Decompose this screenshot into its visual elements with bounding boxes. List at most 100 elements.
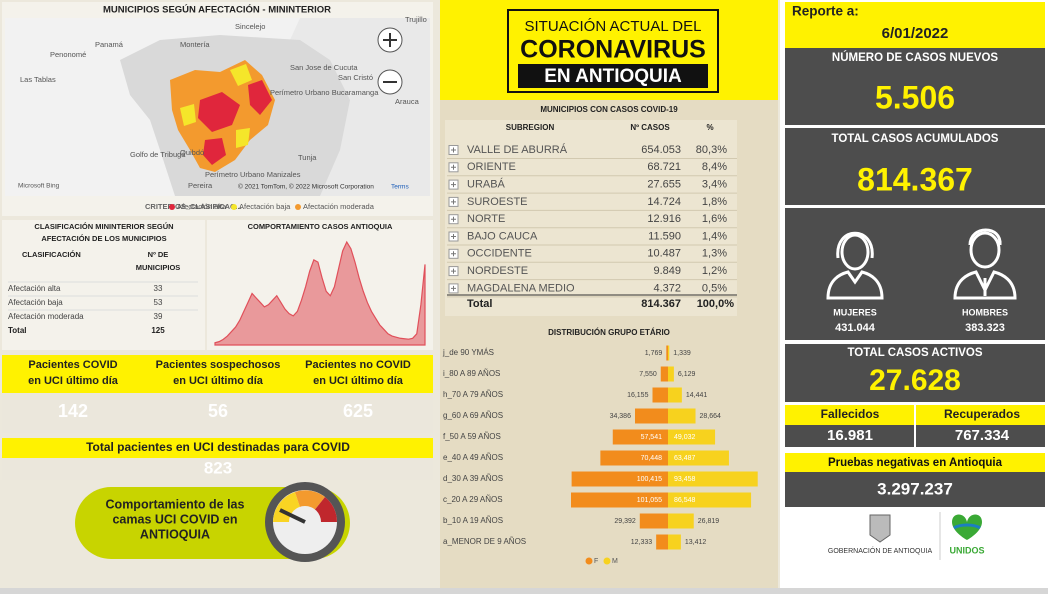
map-place: Montería [180,40,210,49]
map-place: Golfo de Tribugá [130,150,186,159]
value-label: 101,055 [637,497,662,504]
category-label: j_de 90 YMÁS [442,348,494,357]
value-label: 29,392 [614,518,636,525]
map-place: Las Tablas [20,75,56,84]
legend-label: Afectación moderada [303,202,375,211]
bar [600,450,668,466]
table-cell: URABÁ [467,178,506,191]
value-label: 6,129 [678,371,696,378]
column-header: Nº DE [148,250,169,259]
banner-line: SITUACIÓN ACTUAL DEL [525,18,702,35]
button-label: camas UCI COVID en [112,512,237,526]
banner-band [518,64,708,88]
column-header: % [706,123,713,132]
report-date: 6/01/2022 [882,25,949,42]
map-place: Arauca [395,97,420,106]
table-title: AFECTACIÓN DE LOS MUNICIPIOS [41,234,166,243]
value-label: 100,415 [637,476,662,483]
map-attribution: © 2021 TomTom, © 2022 Microsoft Corporat… [238,183,374,191]
value-label: 28,664 [700,413,722,420]
value-label: 34,386 [610,413,632,420]
value-label: 13,412 [685,539,707,546]
kpi-active: 27.628 [869,364,961,397]
bar [668,408,696,424]
table-cell: 10.487 [647,248,681,260]
table-cell: 27.655 [647,179,681,191]
value-label: 1,769 [645,350,663,357]
map-place: Quibdó [180,148,204,157]
legend-swatch [295,204,301,210]
women-icon [826,231,884,300]
table-cell: Afectación moderada [8,312,84,321]
map-place: San Jose de Cucuta [290,63,358,72]
bar [571,492,668,508]
uci-total-label: Total pacientes en UCI destinadas para C… [86,440,350,454]
table-cell: 39 [154,312,163,321]
kpi-total: 814.367 [857,161,973,197]
map-terms: Terms [391,184,409,191]
bar [668,492,752,508]
kpi-new-cases-label: NÚMERO DE CASOS NUEVOS [832,51,998,64]
category-label: b_10 A 19 AÑOS [443,516,503,525]
active-box [785,344,1045,402]
bar [668,387,682,403]
table-cell: 8,4% [702,161,727,173]
uci-total-value: 823 [204,458,232,477]
men-icon [953,228,1017,300]
table-cell: NORTE [467,213,505,225]
button-label: Comportamiento de las [106,497,245,511]
map-place: Penonomé [50,50,86,59]
unidos-heart [952,514,982,540]
region-high [248,80,272,115]
table-cell: NORDESTE [467,265,528,277]
region-low [230,64,252,86]
category-label: e_40 A 49 AÑOS [443,453,503,462]
recovered-value: 767.334 [955,427,1010,444]
uci-label: Pacientes sospechosos [156,359,281,371]
category-label: f_50 A 59 AÑOS [443,432,501,441]
chart-title: DISTRIBUCIÓN GRUPO ETÁRIO [548,328,670,337]
uci-label: en UCI último día [313,375,404,387]
value-label: 57,541 [641,434,663,441]
uci-value: 56 [208,401,228,421]
uci-total-header [2,438,433,458]
table-cell: 0,5% [702,282,727,294]
table-cell: 1,4% [702,230,727,242]
expand-icon [451,182,456,188]
banner-line: EN ANTIOQUIA [544,66,682,87]
column-header: Nº CASOS [630,123,670,132]
category-label: h_70 A 79 AÑOS [443,390,503,399]
bar [668,366,674,382]
category-label: c_20 A 29 AÑOS [443,495,503,504]
bar [668,450,729,466]
expand-icon [451,164,456,170]
table-cell: MAGDALENA MEDIO [467,282,575,294]
logo-text: UNIDOS [949,545,984,555]
legend-label: F [594,558,598,565]
men-label: HOMBRES [962,307,1008,317]
uci-header [2,355,433,393]
value-label: 86,548 [674,497,696,504]
expand-icon [451,216,456,222]
value-label: 63,487 [674,455,696,462]
value-label: 26,819 [698,518,720,525]
table-total: 125 [151,326,165,335]
map-provider: Microsoft Bing [18,183,60,190]
legend-swatch [231,204,237,210]
table-cell: 1,6% [702,213,727,225]
kpi-active-label: TOTAL CASOS ACTIVOS [847,347,982,359]
map-place: Pereira [188,181,213,190]
gauge-needle [279,508,306,524]
table-total: Total [467,298,492,310]
kpi-negative: 3.297.237 [877,479,953,498]
table-cell: 1,2% [702,265,727,277]
bar [639,513,668,529]
table-cell: ORIENTE [467,161,516,173]
table-cell: 654.053 [641,144,681,156]
uci-value: 625 [343,401,373,421]
map-place: Perímetro Urbano Manizales [205,170,301,179]
area [214,240,426,346]
table-total: 814.367 [641,298,681,310]
